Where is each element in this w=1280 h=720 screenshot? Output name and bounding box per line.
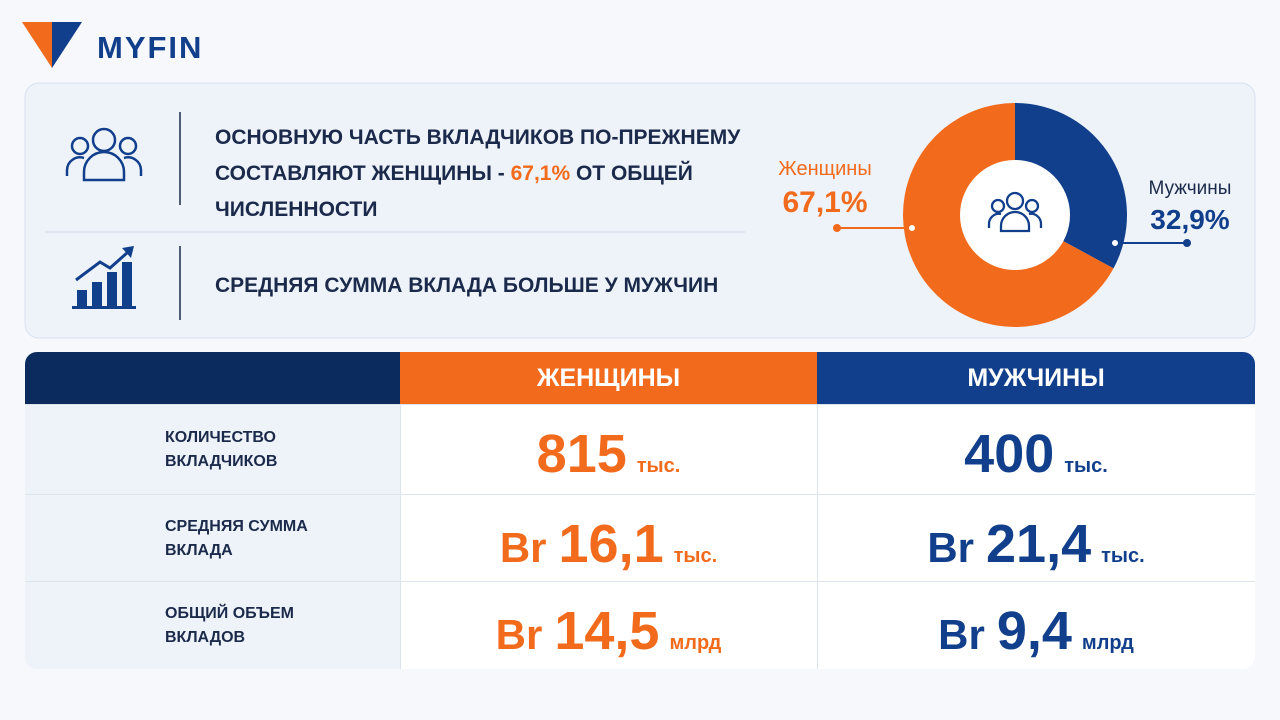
column-header: МУЖЧИНЫ — [817, 352, 1255, 404]
value: 815 — [536, 424, 627, 484]
logo-mark — [22, 22, 52, 68]
fact-text: ОСНОВНУЮ ЧАСТЬ ВКЛАДЧИКОВ ПО-ПРЕЖНЕМУ СО… — [215, 126, 741, 185]
value: 21,4 — [986, 514, 1092, 574]
logo-mark — [52, 22, 82, 68]
separator — [817, 405, 818, 495]
table-row: ОБЩИЙ ОБЪЕМ ВКЛАДОВ Br 14,5 млрд Br 9,4 млрд — [25, 581, 1255, 669]
currency: Br — [938, 611, 985, 658]
unit: тыс. — [1064, 455, 1108, 477]
unit: тыс. — [1101, 545, 1145, 567]
people-icon — [65, 127, 143, 182]
value: 14,5 — [554, 601, 660, 661]
separator — [400, 495, 401, 582]
comparison-table: ЖЕНЩИНЫ МУЖЧИНЫ КОЛИЧЕСТВО ВКЛАДЧИКОВ 81… — [25, 352, 1255, 669]
fact-text: ОСНОВНУЮ ЧАСТЬ ВКЛАДЧИКОВ ПО-ПРЕЖНЕМУ СО… — [215, 120, 755, 228]
column-header: ЖЕНЩИНЫ — [400, 352, 817, 404]
value-label: 32,9% — [1150, 204, 1229, 235]
separator — [400, 582, 401, 669]
separator — [817, 495, 818, 582]
value-cell: Br 14,5 млрд — [400, 582, 817, 669]
unit: тыс. — [673, 545, 718, 567]
value: 16,1 — [558, 514, 664, 574]
logo-text: MYFIN — [97, 30, 203, 65]
currency: Br — [499, 524, 547, 571]
label-cell — [25, 495, 400, 582]
value-label: 67,1% — [782, 186, 867, 219]
header-cell — [25, 352, 400, 404]
legend-label: Мужчины — [1149, 178, 1232, 199]
currency: Br — [495, 611, 543, 658]
value: 400 — [964, 424, 1055, 484]
people-icon — [987, 191, 1043, 233]
growth-icon — [72, 246, 136, 309]
separator — [817, 582, 818, 669]
leader-dot — [1183, 239, 1191, 247]
fact-text: ОТ ОБЩЕЙ ЧИСЛЕННОСТИ — [215, 162, 693, 221]
currency: Br — [927, 524, 974, 571]
fact-text: СРЕДНЯЯ СУММА ВКЛАДА БОЛЬШЕ У МУЖЧИН — [215, 274, 719, 297]
value-cell: 815 тыс. — [400, 405, 817, 495]
row-label: СРЕДНЯЯ СУММА ВКЛАДА — [165, 517, 308, 559]
fact-highlight: 67,1% — [510, 162, 571, 185]
value-cell: Br 9,4 млрд — [817, 582, 1255, 669]
leader-dot — [1110, 238, 1120, 248]
leader-dot — [907, 223, 917, 233]
label-cell — [25, 582, 400, 669]
leader-dot — [833, 224, 841, 232]
value-cell: 400 тыс. — [817, 405, 1255, 495]
row-label: КОЛИЧЕСТВО ВКЛАДЧИКОВ — [165, 429, 278, 470]
legend-label: Женщины — [778, 158, 871, 180]
unit: млрд — [669, 632, 722, 654]
separator — [400, 405, 401, 495]
row-label: ОБЩИЙ ОБЪЕМ ВКЛАДОВ — [165, 604, 294, 646]
unit: млрд — [1081, 632, 1134, 654]
value-cell: Br 21,4 тыс. — [817, 495, 1255, 582]
unit: тыс. — [636, 455, 681, 477]
label-cell — [25, 405, 400, 495]
donut-hole — [960, 160, 1070, 270]
value: 9,4 — [996, 601, 1072, 661]
value-cell: Br 16,1 тыс. — [400, 495, 817, 582]
table-row: КОЛИЧЕСТВО ВКЛАДЧИКОВ 815 тыс. 400 тыс. — [25, 404, 1255, 495]
table-row: СРЕДНЯЯ СУММА ВКЛАДА Br 16,1 тыс. Br 21,4 ты… — [25, 494, 1255, 582]
